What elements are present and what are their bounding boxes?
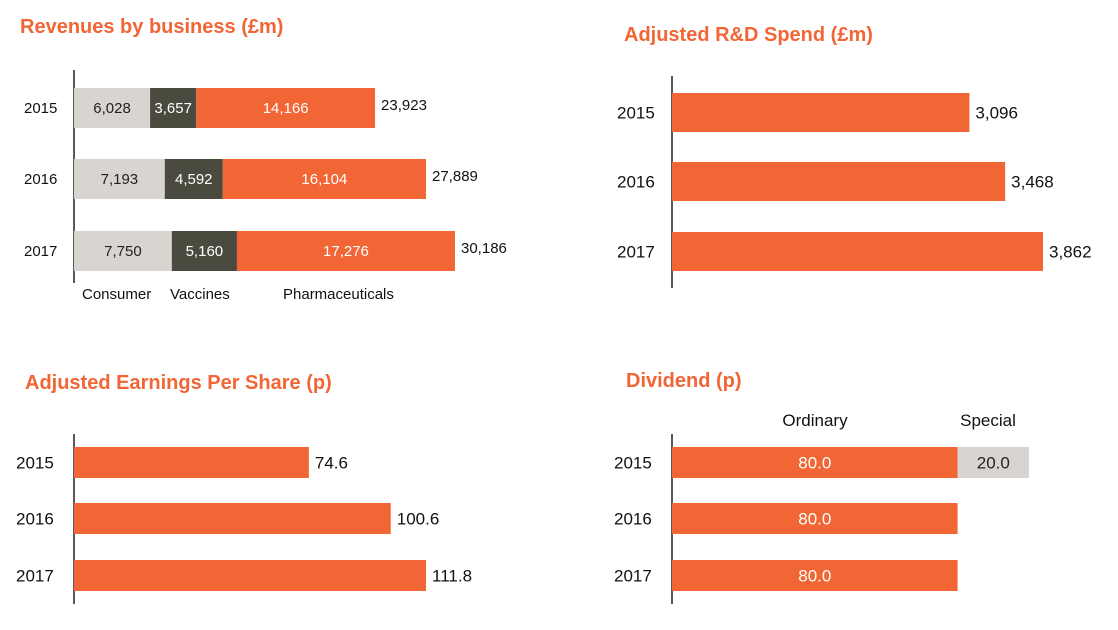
rd-spend-chart-title: Adjusted R&D Spend (£m) (624, 24, 873, 46)
eps-bar (74, 447, 309, 478)
rd-spend-year-label: 2016 (617, 173, 655, 192)
rd-spend-value-label: 3,862 (1049, 243, 1092, 262)
revenues-bar-vaccines (164, 159, 223, 199)
revenues-value-label: 17,276 (323, 243, 369, 260)
rd-spend-value-label: 3,468 (1011, 173, 1054, 192)
dividend-value-label: 80.0 (798, 567, 831, 586)
eps-bar (74, 560, 426, 591)
revenues-legend-pharmaceuticals: Pharmaceuticals (283, 286, 394, 303)
dividend-bar-ordinary (672, 560, 958, 591)
eps-value-label: 111.8 (432, 567, 472, 586)
revenues-year-label: 2015 (24, 100, 57, 117)
dividend-year-label: 2015 (614, 454, 652, 473)
revenues-value-label: 5,160 (186, 243, 224, 260)
revenues-value-label: 7,193 (101, 171, 139, 188)
revenues-bar-consumer (74, 231, 172, 271)
dividend-bar-ordinary (672, 503, 958, 534)
revenues-total-label: 27,889 (432, 168, 478, 185)
revenues-bar-consumer (74, 159, 165, 199)
dividend-value-label: 80.0 (798, 510, 831, 529)
revenues-value-label: 14,166 (263, 100, 309, 117)
revenues-value-label: 3,657 (154, 100, 192, 117)
rd-spend-bar (672, 93, 970, 132)
revenues-value-label: 6,028 (93, 100, 131, 117)
dividend-chart-title: Dividend (p) (626, 370, 742, 392)
rd-spend-value-label: 3,096 (975, 104, 1018, 123)
revenues-legend-vaccines: Vaccines (170, 286, 230, 303)
dividend-year-label: 2016 (614, 510, 652, 529)
revenues-bar-pharmaceuticals (196, 88, 376, 128)
rd-spend-year-label: 2017 (617, 243, 655, 262)
eps-bar (74, 503, 391, 534)
revenues-value-label: 4,592 (175, 171, 213, 188)
revenues-bar-vaccines (171, 231, 237, 271)
dividend-year-label: 2017 (614, 567, 652, 586)
rd-spend-bar (672, 232, 1043, 271)
dividend-bar-ordinary (672, 447, 958, 478)
eps-value-label: 74.6 (315, 454, 348, 473)
revenues-legend-consumer: Consumer (82, 286, 151, 303)
rd-spend-bar (672, 162, 1006, 201)
revenues-year-label: 2017 (24, 243, 57, 260)
revenues-total-label: 23,923 (381, 97, 427, 114)
revenues-value-label: 7,750 (104, 243, 142, 260)
revenues-bar-consumer (74, 88, 151, 128)
revenues-value-label: 16,104 (301, 171, 347, 188)
dividend-bar-special (957, 447, 1029, 478)
revenues-year-label: 2016 (24, 171, 57, 188)
rd-spend-year-label: 2015 (617, 104, 655, 123)
revenues-bar-pharmaceuticals (236, 231, 455, 271)
eps-year-label: 2015 (16, 454, 54, 473)
eps-year-label: 2017 (16, 567, 54, 586)
revenues-bar-vaccines (150, 88, 197, 128)
eps-chart-title: Adjusted Earnings Per Share (p) (25, 372, 332, 394)
dividend-legend-ordinary: Ordinary (782, 411, 848, 430)
dividend-value-label: 80.0 (798, 454, 831, 473)
eps-value-label: 100.6 (397, 510, 440, 529)
revenues-bar-pharmaceuticals (222, 159, 427, 199)
revenues-chart-title: Revenues by business (£m) (20, 16, 284, 38)
revenues-total-label: 30,186 (461, 240, 507, 257)
eps-year-label: 2016 (16, 510, 54, 529)
dividend-value-label: 20.0 (977, 454, 1010, 473)
dividend-legend-special: Special (960, 411, 1016, 430)
